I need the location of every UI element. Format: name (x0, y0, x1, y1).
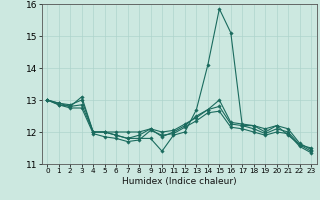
X-axis label: Humidex (Indice chaleur): Humidex (Indice chaleur) (122, 177, 236, 186)
